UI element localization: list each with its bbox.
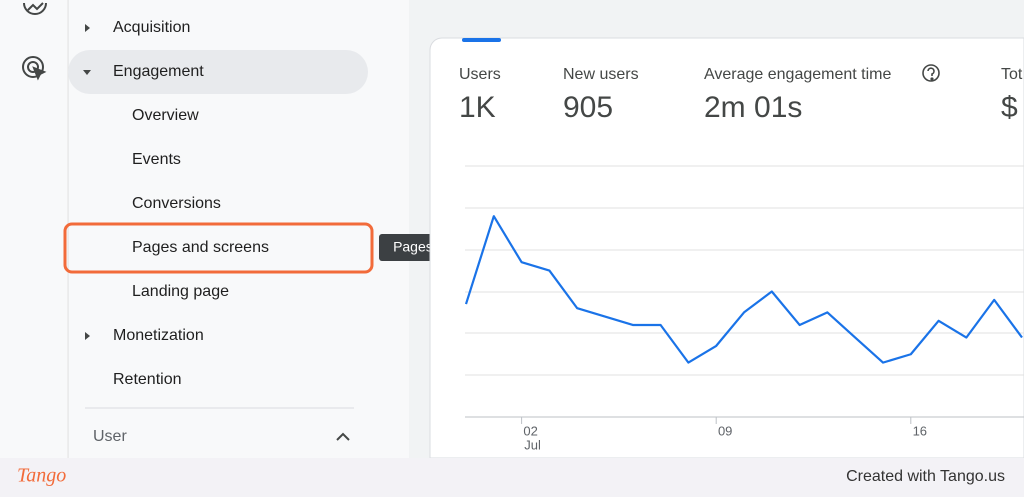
metric-label[interactable]: New users — [563, 66, 639, 83]
nav-section[interactable]: User — [93, 428, 127, 445]
nav-item[interactable]: Acquisition — [113, 19, 190, 36]
nav-item[interactable]: Monetization — [113, 327, 204, 344]
nav-item[interactable]: Retention — [113, 371, 182, 388]
x-tick-label: 16 — [913, 423, 927, 438]
x-tick-label: 02 — [523, 423, 537, 438]
nav-item[interactable]: Landing page — [132, 283, 229, 300]
nav-arrows — [83, 24, 350, 441]
grid — [465, 165, 1024, 418]
metric-value: 2m 01s — [704, 91, 802, 124]
metric-label[interactable]: Average engagement time — [704, 66, 891, 83]
nav-item[interactable]: Conversions — [132, 195, 221, 212]
footer — [0, 458, 1024, 497]
card — [429, 37, 1024, 459]
x-sublabel: Jul — [524, 437, 541, 452]
footer-credit[interactable]: Created with Tango.us — [846, 468, 1005, 485]
x-tick-label: 09 — [718, 423, 732, 438]
metric-label[interactable]: Tot — [1001, 66, 1023, 83]
explore-icon[interactable] — [22, 56, 44, 78]
nav-item[interactable]: Events — [132, 151, 181, 168]
active-tab — [462, 38, 501, 42]
reports-icon[interactable] — [23, 2, 47, 15]
nav-item[interactable]: Overview — [132, 107, 199, 124]
nav-item[interactable]: Pages and screens — [132, 239, 269, 256]
nav-active-bg — [68, 50, 368, 94]
metric-label[interactable]: Users — [459, 66, 501, 83]
help-icon[interactable] — [922, 64, 940, 82]
metric-value: 1K — [459, 91, 496, 124]
highlight-box — [63, 222, 374, 274]
rail-icons — [22, 2, 47, 81]
metric-value: $ — [1001, 91, 1018, 124]
metric-value: 905 — [563, 91, 613, 124]
footer-brand[interactable]: Tango — [17, 465, 66, 487]
series-line — [464, 215, 1023, 364]
nav-item[interactable]: Engagement — [113, 63, 204, 80]
